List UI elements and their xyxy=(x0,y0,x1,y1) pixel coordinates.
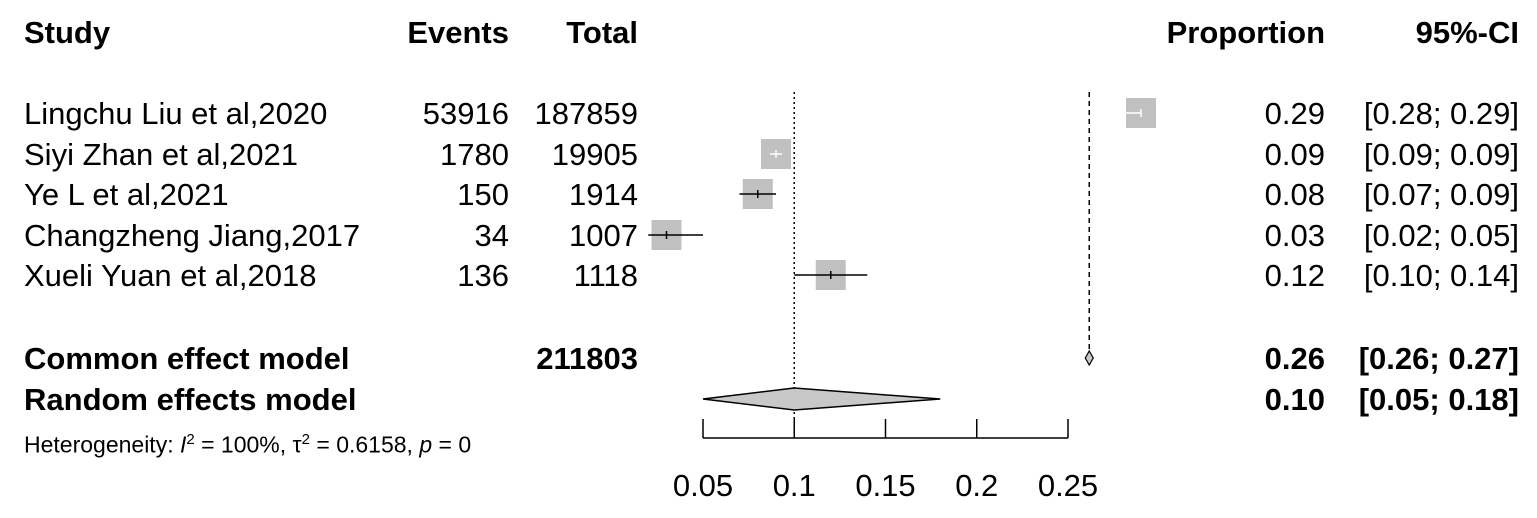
study-name: Siyi Zhan et al,2021 xyxy=(24,137,299,172)
het-p: p xyxy=(419,431,433,458)
random-effects-label: Random effects model xyxy=(24,382,357,417)
het-tau: τ xyxy=(292,431,302,458)
common-effect-diamond xyxy=(1084,349,1094,367)
study-ci: [0.09; 0.09] xyxy=(1363,137,1519,172)
study-name: Lingchu Liu et al,2020 xyxy=(24,96,328,131)
x-axis-tick-label: 0.2 xyxy=(955,468,998,503)
study-events: 34 xyxy=(474,218,509,253)
header-total: Total xyxy=(566,15,638,50)
study-events: 1780 xyxy=(440,137,509,172)
study-total: 187859 xyxy=(534,96,638,131)
random-effects-diamond xyxy=(702,387,941,411)
common-effect-label: Common effect model xyxy=(24,341,350,376)
het-I: I xyxy=(179,431,187,458)
study-ci: [0.10; 0.14] xyxy=(1363,258,1519,293)
x-axis-tick-label: 0.1 xyxy=(773,468,816,503)
heterogeneity-text: Heterogeneity: I2 = 100%, τ2 = 0.6158, p… xyxy=(24,432,471,457)
random-effects-ci: [0.05; 0.18] xyxy=(1358,382,1519,417)
study-ci: [0.28; 0.29] xyxy=(1363,96,1519,131)
random-effects-proportion: 0.10 xyxy=(1264,382,1325,417)
het-prefix: Heterogeneity: xyxy=(24,431,180,458)
common-effect-ci: [0.26; 0.27] xyxy=(1358,341,1519,376)
study-proportion: 0.29 xyxy=(1264,96,1325,131)
study-events: 136 xyxy=(457,258,509,293)
study-proportion: 0.08 xyxy=(1264,177,1325,212)
x-axis-tick-label: 0.15 xyxy=(855,468,915,503)
study-total: 1914 xyxy=(569,177,638,212)
study-proportion: 0.03 xyxy=(1264,218,1325,253)
study-ci: [0.02; 0.05] xyxy=(1363,218,1519,253)
het-I-sup: 2 xyxy=(186,431,195,448)
header-proportion: Proportion xyxy=(1166,15,1325,50)
common-effect-proportion: 0.26 xyxy=(1264,341,1325,376)
study-events: 53916 xyxy=(422,96,509,131)
study-events: 150 xyxy=(457,177,509,212)
x-axis-tick-label: 0.25 xyxy=(1038,468,1098,503)
het-tau-rest: = 0.6158, xyxy=(309,431,420,458)
study-total: 1007 xyxy=(569,218,638,253)
x-axis-tick-label: 0.05 xyxy=(673,468,733,503)
het-tau-sup: 2 xyxy=(301,431,310,448)
het-I-rest: = 100%, xyxy=(194,431,293,458)
header-study: Study xyxy=(24,15,111,50)
header-events: Events xyxy=(407,15,509,50)
het-p-rest: = 0 xyxy=(432,431,472,458)
header-ci: 95%-CI xyxy=(1415,15,1519,50)
study-name: Ye L et al,2021 xyxy=(24,177,229,212)
study-name: Xueli Yuan et al,2018 xyxy=(24,258,317,293)
study-proportion: 0.12 xyxy=(1264,258,1325,293)
study-name: Changzheng Jiang,2017 xyxy=(24,218,361,253)
study-proportion: 0.09 xyxy=(1264,137,1325,172)
common-effect-total: 211803 xyxy=(536,341,638,376)
study-ci: [0.07; 0.09] xyxy=(1363,177,1519,212)
study-total: 1118 xyxy=(573,258,638,293)
study-total: 19905 xyxy=(551,137,638,172)
